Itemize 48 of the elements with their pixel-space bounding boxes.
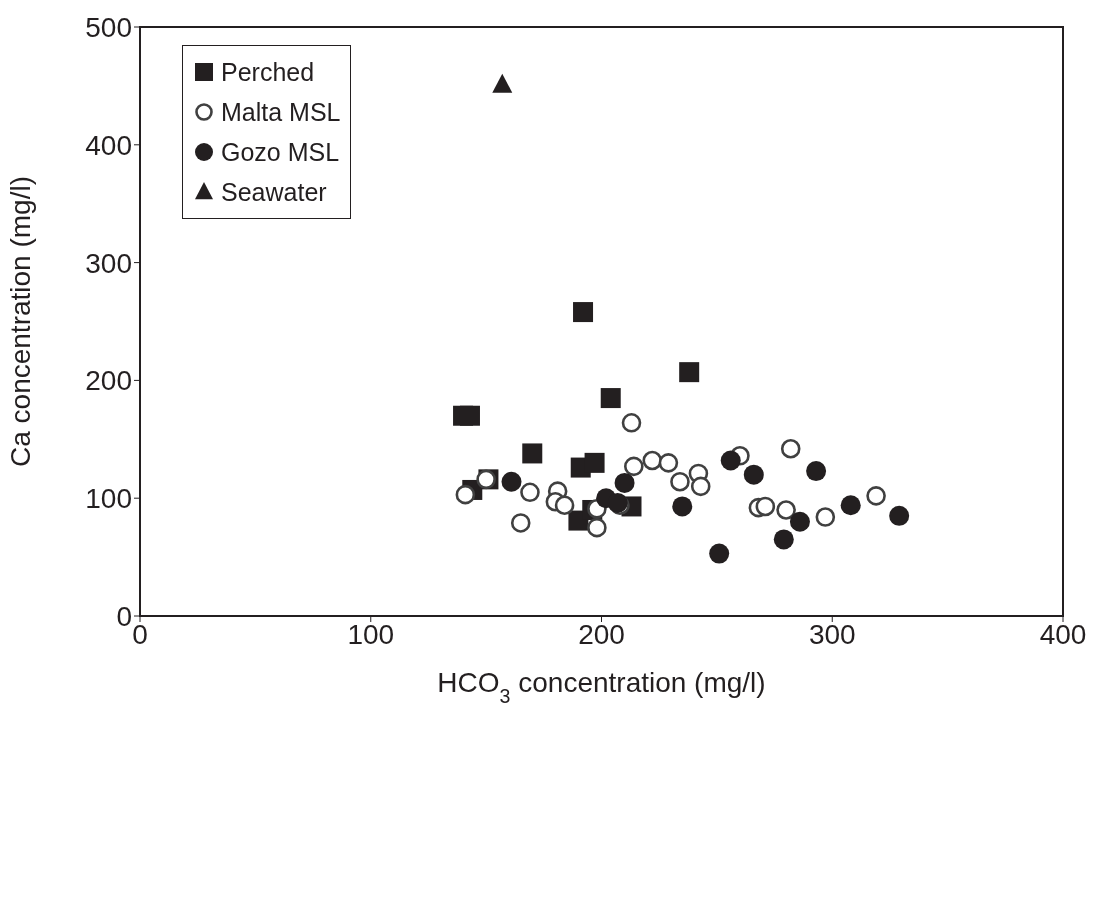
- point: [806, 461, 827, 482]
- point: [459, 405, 480, 426]
- point: [679, 362, 700, 383]
- point: [670, 471, 690, 492]
- point: [658, 453, 679, 473]
- point: [520, 482, 540, 503]
- legend-label: Gozo MSL: [221, 137, 340, 167]
- legend-label: Malta MSL: [221, 97, 341, 127]
- point: [889, 505, 910, 526]
- point: [672, 496, 693, 517]
- point: [554, 495, 575, 516]
- legend-label: Perched: [221, 57, 315, 87]
- legend-label: Seawater: [221, 177, 327, 207]
- y-tick-label: 100: [85, 483, 132, 515]
- point: [510, 513, 531, 533]
- point: [840, 495, 861, 516]
- point: [600, 388, 621, 409]
- point: [501, 471, 522, 492]
- point: [709, 543, 730, 564]
- point: [720, 450, 741, 471]
- point: [522, 443, 543, 464]
- y-tick-label: 200: [85, 365, 132, 397]
- point: [815, 507, 836, 527]
- point: [624, 456, 644, 477]
- point: [773, 529, 794, 550]
- x-tick-label: 300: [808, 618, 856, 650]
- point: [780, 438, 801, 459]
- point: [690, 476, 711, 497]
- point: [584, 452, 605, 473]
- point: [573, 302, 594, 323]
- y-tick-label: 400: [85, 129, 132, 161]
- point: [755, 496, 776, 517]
- point: [776, 500, 796, 520]
- y-tick-label: 500: [85, 11, 132, 43]
- x-tick-label: 400: [1039, 618, 1087, 650]
- point: [866, 486, 886, 506]
- y-axis-title: Ca concentration (mg/l): [4, 175, 36, 468]
- y-tick-label: 300: [85, 247, 132, 279]
- x-tick-label: 100: [347, 618, 395, 650]
- point: [587, 517, 607, 538]
- point: [492, 73, 513, 93]
- point: [621, 413, 642, 433]
- point: [614, 472, 635, 493]
- x-tick-label: 200: [578, 618, 625, 650]
- point: [743, 464, 764, 485]
- point: [455, 484, 476, 505]
- point: [789, 511, 810, 532]
- x-axis-title: HCO$_{3}$ concentration (mg/l): [437, 667, 766, 707]
